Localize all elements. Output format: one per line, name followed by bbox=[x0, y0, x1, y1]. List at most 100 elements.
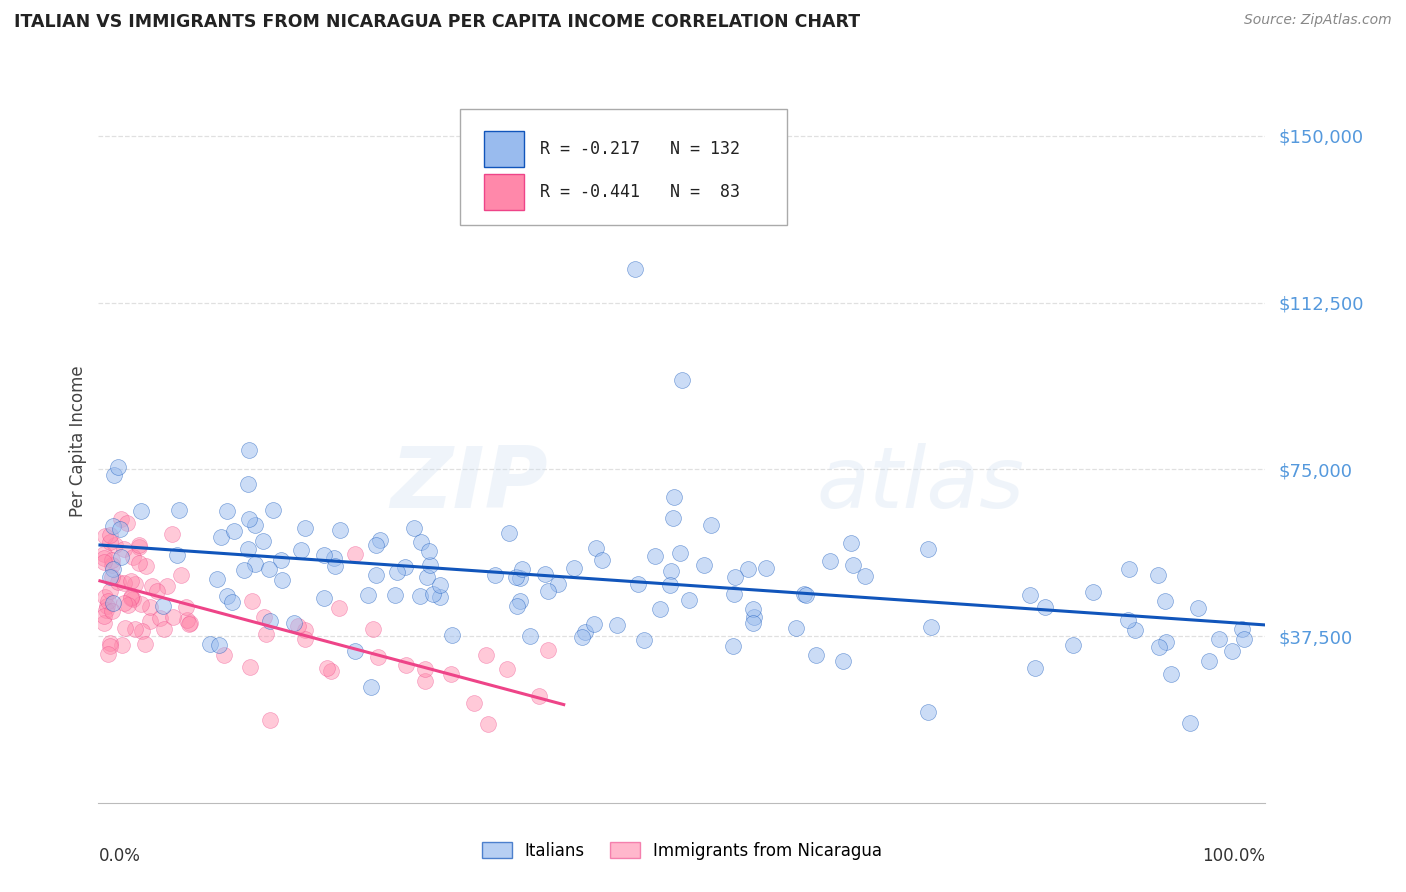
Point bbox=[723, 587, 745, 601]
Point bbox=[328, 523, 350, 537]
Point bbox=[110, 549, 132, 564]
Point bbox=[477, 717, 499, 731]
Point bbox=[270, 552, 292, 566]
Point bbox=[314, 548, 336, 562]
Point bbox=[463, 696, 485, 710]
Point bbox=[1160, 666, 1182, 681]
FancyBboxPatch shape bbox=[484, 174, 524, 211]
Point bbox=[574, 625, 596, 640]
Point bbox=[98, 640, 121, 654]
Point bbox=[243, 517, 266, 532]
Point bbox=[804, 648, 827, 662]
Point bbox=[124, 622, 146, 636]
Point bbox=[1033, 599, 1056, 614]
Point bbox=[238, 442, 260, 457]
Point bbox=[110, 512, 132, 526]
Point bbox=[662, 490, 685, 504]
Point bbox=[129, 504, 152, 518]
Point bbox=[385, 566, 408, 580]
Point bbox=[323, 559, 346, 574]
Point bbox=[537, 643, 560, 657]
Point bbox=[384, 588, 406, 602]
Point bbox=[107, 459, 129, 474]
Point bbox=[440, 628, 463, 642]
FancyBboxPatch shape bbox=[460, 109, 787, 225]
Point bbox=[107, 575, 129, 590]
Point bbox=[259, 713, 281, 727]
Point bbox=[367, 649, 389, 664]
Point bbox=[321, 664, 343, 678]
Point bbox=[128, 557, 150, 571]
Point bbox=[198, 637, 221, 651]
Point bbox=[475, 648, 498, 662]
Point bbox=[659, 577, 682, 591]
Point bbox=[1118, 562, 1140, 576]
Point bbox=[252, 533, 274, 548]
Point bbox=[122, 591, 145, 606]
Point bbox=[114, 622, 136, 636]
Point bbox=[402, 521, 425, 535]
Point bbox=[294, 623, 316, 637]
Point bbox=[832, 654, 855, 668]
Point bbox=[217, 503, 239, 517]
Point bbox=[1019, 588, 1042, 602]
Point bbox=[506, 599, 529, 613]
Point bbox=[920, 619, 942, 633]
Point bbox=[108, 522, 131, 536]
Point bbox=[659, 564, 682, 578]
Point bbox=[240, 594, 263, 608]
Point bbox=[236, 541, 259, 556]
Point bbox=[322, 551, 344, 566]
Point bbox=[146, 584, 169, 599]
Point bbox=[259, 614, 281, 628]
Point bbox=[794, 589, 817, 603]
Legend: Italians, Immigrants from Nicaragua: Italians, Immigrants from Nicaragua bbox=[475, 836, 889, 867]
Point bbox=[1147, 640, 1170, 654]
Text: R = -0.217   N = 132: R = -0.217 N = 132 bbox=[540, 140, 740, 158]
Point bbox=[93, 616, 115, 631]
Point bbox=[498, 526, 520, 541]
Point bbox=[104, 538, 127, 552]
Point bbox=[633, 632, 655, 647]
Point bbox=[238, 512, 260, 526]
Point bbox=[131, 624, 153, 638]
Point bbox=[153, 622, 176, 636]
Text: 0.0%: 0.0% bbox=[98, 847, 141, 865]
Point bbox=[112, 575, 135, 590]
Point bbox=[527, 690, 550, 704]
FancyBboxPatch shape bbox=[484, 131, 524, 167]
Point bbox=[917, 706, 939, 720]
Point bbox=[624, 262, 647, 277]
Point bbox=[644, 549, 666, 563]
Point bbox=[1146, 568, 1168, 582]
Point bbox=[583, 616, 606, 631]
Point bbox=[585, 541, 607, 555]
Point bbox=[419, 558, 441, 572]
Point bbox=[413, 673, 436, 688]
Point bbox=[124, 577, 146, 591]
Point bbox=[139, 614, 162, 628]
Point bbox=[509, 594, 531, 608]
Point bbox=[409, 590, 432, 604]
Point bbox=[262, 503, 284, 517]
Point bbox=[221, 595, 243, 609]
Point bbox=[1062, 638, 1084, 652]
Point bbox=[120, 591, 142, 605]
Point bbox=[96, 599, 118, 613]
Point bbox=[162, 609, 184, 624]
Point bbox=[294, 520, 316, 534]
Point bbox=[737, 561, 759, 575]
Point bbox=[101, 558, 124, 572]
Point bbox=[122, 550, 145, 565]
Point bbox=[793, 587, 815, 601]
Point bbox=[510, 562, 533, 576]
Point bbox=[176, 599, 198, 614]
Point bbox=[1233, 632, 1256, 647]
Point bbox=[368, 533, 391, 548]
Point bbox=[839, 536, 862, 550]
Point bbox=[97, 594, 120, 608]
Point bbox=[671, 373, 693, 387]
Point bbox=[254, 626, 277, 640]
Point bbox=[917, 542, 939, 557]
Point bbox=[361, 623, 384, 637]
